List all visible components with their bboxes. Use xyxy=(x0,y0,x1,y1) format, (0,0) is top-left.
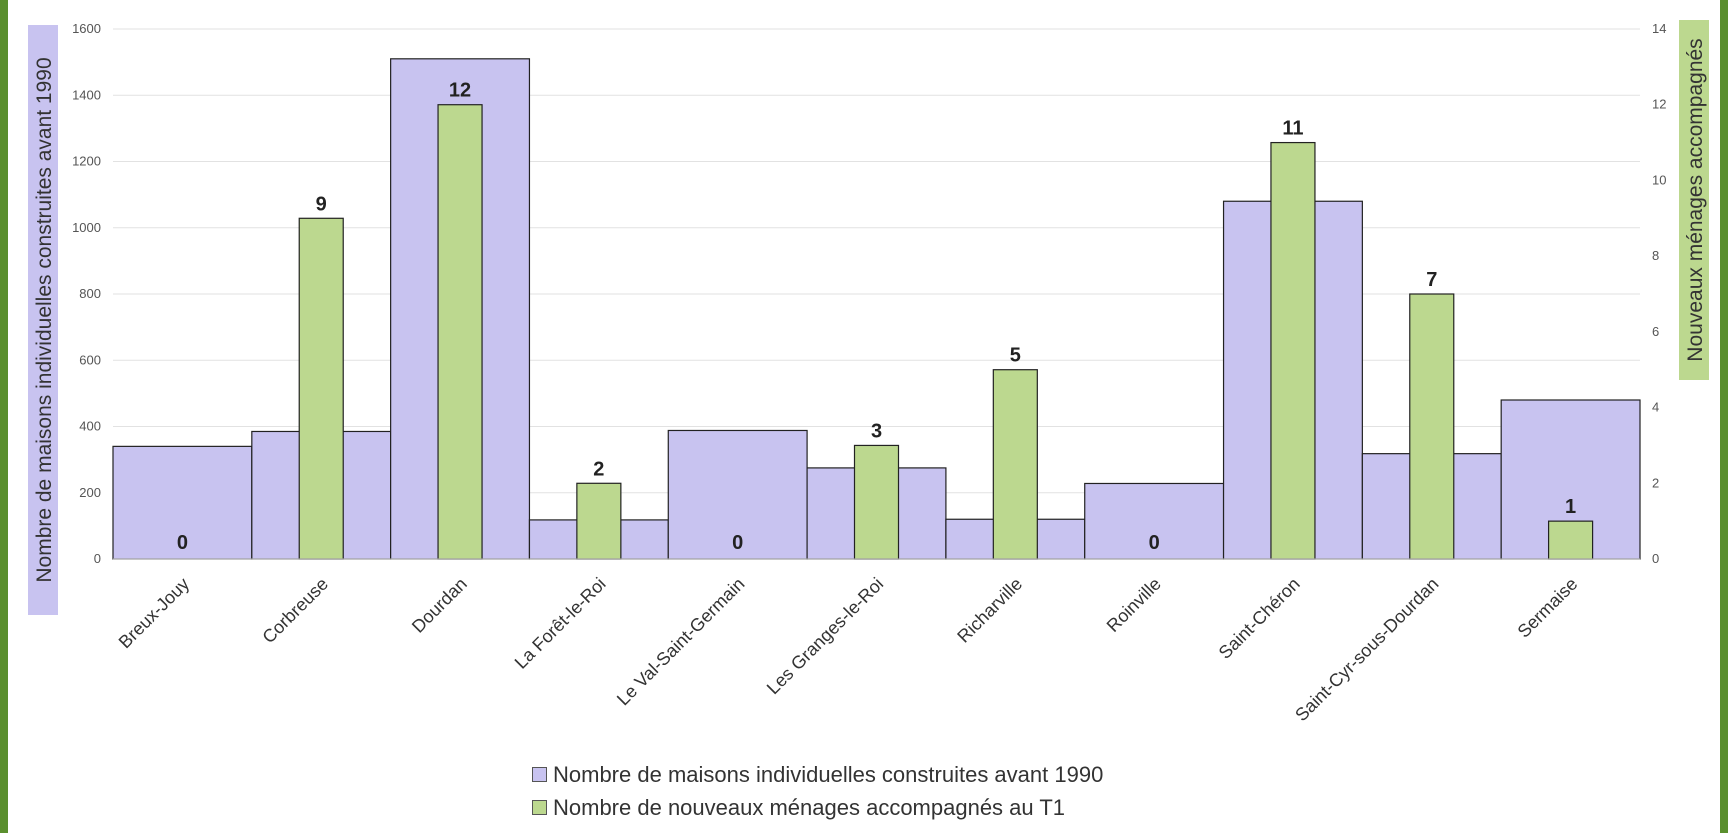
right-axis-title-bg xyxy=(1679,20,1709,380)
left-tick-label: 1000 xyxy=(72,220,101,235)
legend-item-houses: Nombre de maisons individuelles construi… xyxy=(532,758,1103,791)
right-axis-ticks: 0 2 4 6 8 10 12 14 xyxy=(1652,21,1666,566)
right-tick-label: 8 xyxy=(1652,248,1659,263)
legend-swatch-houses xyxy=(532,767,547,782)
category-label: La Forêt-le-Roi xyxy=(511,574,610,673)
bar-households xyxy=(1547,520,1594,560)
category-label: Saint-Cyr-sous-Dourdan xyxy=(1291,574,1442,725)
left-tick-label: 200 xyxy=(79,485,101,500)
right-tick-label: 0 xyxy=(1652,551,1659,566)
category-label: Corbreuse xyxy=(258,574,332,648)
data-label: 12 xyxy=(449,80,471,102)
category-label: Richarville xyxy=(953,574,1026,647)
bar-households xyxy=(1270,141,1316,560)
legend-swatch-households xyxy=(532,800,547,815)
left-tick-label: 600 xyxy=(79,352,101,367)
bar-households xyxy=(1409,293,1455,560)
right-axis-title: Nouveaux ménages accompagnés xyxy=(1679,20,1709,380)
right-tick-label: 4 xyxy=(1652,400,1659,415)
right-tick-label: 10 xyxy=(1652,172,1666,187)
data-label: 1 xyxy=(1565,496,1576,518)
data-label: 0 xyxy=(1149,532,1160,554)
bar-households xyxy=(853,444,900,560)
left-axis-title-bg xyxy=(28,25,58,615)
category-label: Le Val-Saint-Germain xyxy=(613,574,749,710)
left-axis-ticks: 0 200 400 600 800 1000 1200 1400 1600 xyxy=(72,21,101,566)
left-tick-label: 1200 xyxy=(72,154,101,169)
legend-label-houses: Nombre de maisons individuelles construi… xyxy=(553,761,1104,787)
left-tick-label: 800 xyxy=(79,286,101,301)
data-label: 5 xyxy=(1010,345,1021,367)
category-label: Sermaise xyxy=(1514,574,1582,642)
category-label: Breux-Jouy xyxy=(115,574,194,653)
left-axis-title: Nombre de maisons individuelles construi… xyxy=(28,25,58,615)
category-label: Les Granges-le-Roi xyxy=(763,574,888,699)
bar-houses xyxy=(1084,482,1225,560)
data-label: 9 xyxy=(316,193,327,215)
data-label: 11 xyxy=(1282,118,1303,140)
data-labels: 0 9 12 2 0 3 5 0 11 7 1 xyxy=(177,80,1576,554)
data-label: 0 xyxy=(177,532,188,554)
left-tick-label: 400 xyxy=(79,419,101,434)
legend-label-households: Nombre de nouveaux ménages accompagnés a… xyxy=(553,794,1066,820)
left-tick-label: 0 xyxy=(94,551,101,566)
legend: Nombre de maisons individuelles construi… xyxy=(532,758,1103,824)
right-tick-label: 14 xyxy=(1652,21,1666,36)
data-label: 3 xyxy=(871,420,882,442)
category-label: Roinville xyxy=(1103,574,1165,636)
left-tick-label: 1600 xyxy=(72,21,101,36)
data-label: 2 xyxy=(593,458,604,480)
series-households-bars xyxy=(298,104,1594,560)
left-axis-title-text: Nombre de maisons individuelles construi… xyxy=(33,57,56,582)
data-label: 7 xyxy=(1426,269,1437,291)
bar-households xyxy=(298,217,344,560)
legend-item-households: Nombre de nouveaux ménages accompagnés a… xyxy=(532,791,1103,824)
bar-households xyxy=(437,104,483,560)
bar-households xyxy=(576,482,622,560)
right-tick-label: 2 xyxy=(1652,475,1659,490)
category-labels: Breux-Jouy Corbreuse Dourdan La Forêt-le-Ro… xyxy=(115,574,1582,725)
bar-houses xyxy=(112,445,253,560)
right-tick-label: 6 xyxy=(1652,324,1659,339)
category-label: Dourdan xyxy=(408,574,471,637)
left-tick-label: 1400 xyxy=(72,87,101,102)
right-axis-title-text: Nouveaux ménages accompagnés xyxy=(1684,38,1707,361)
data-label: 0 xyxy=(732,532,743,554)
category-label: Saint-Chéron xyxy=(1215,574,1304,663)
right-tick-label: 12 xyxy=(1652,97,1666,112)
bar-households xyxy=(992,369,1038,560)
